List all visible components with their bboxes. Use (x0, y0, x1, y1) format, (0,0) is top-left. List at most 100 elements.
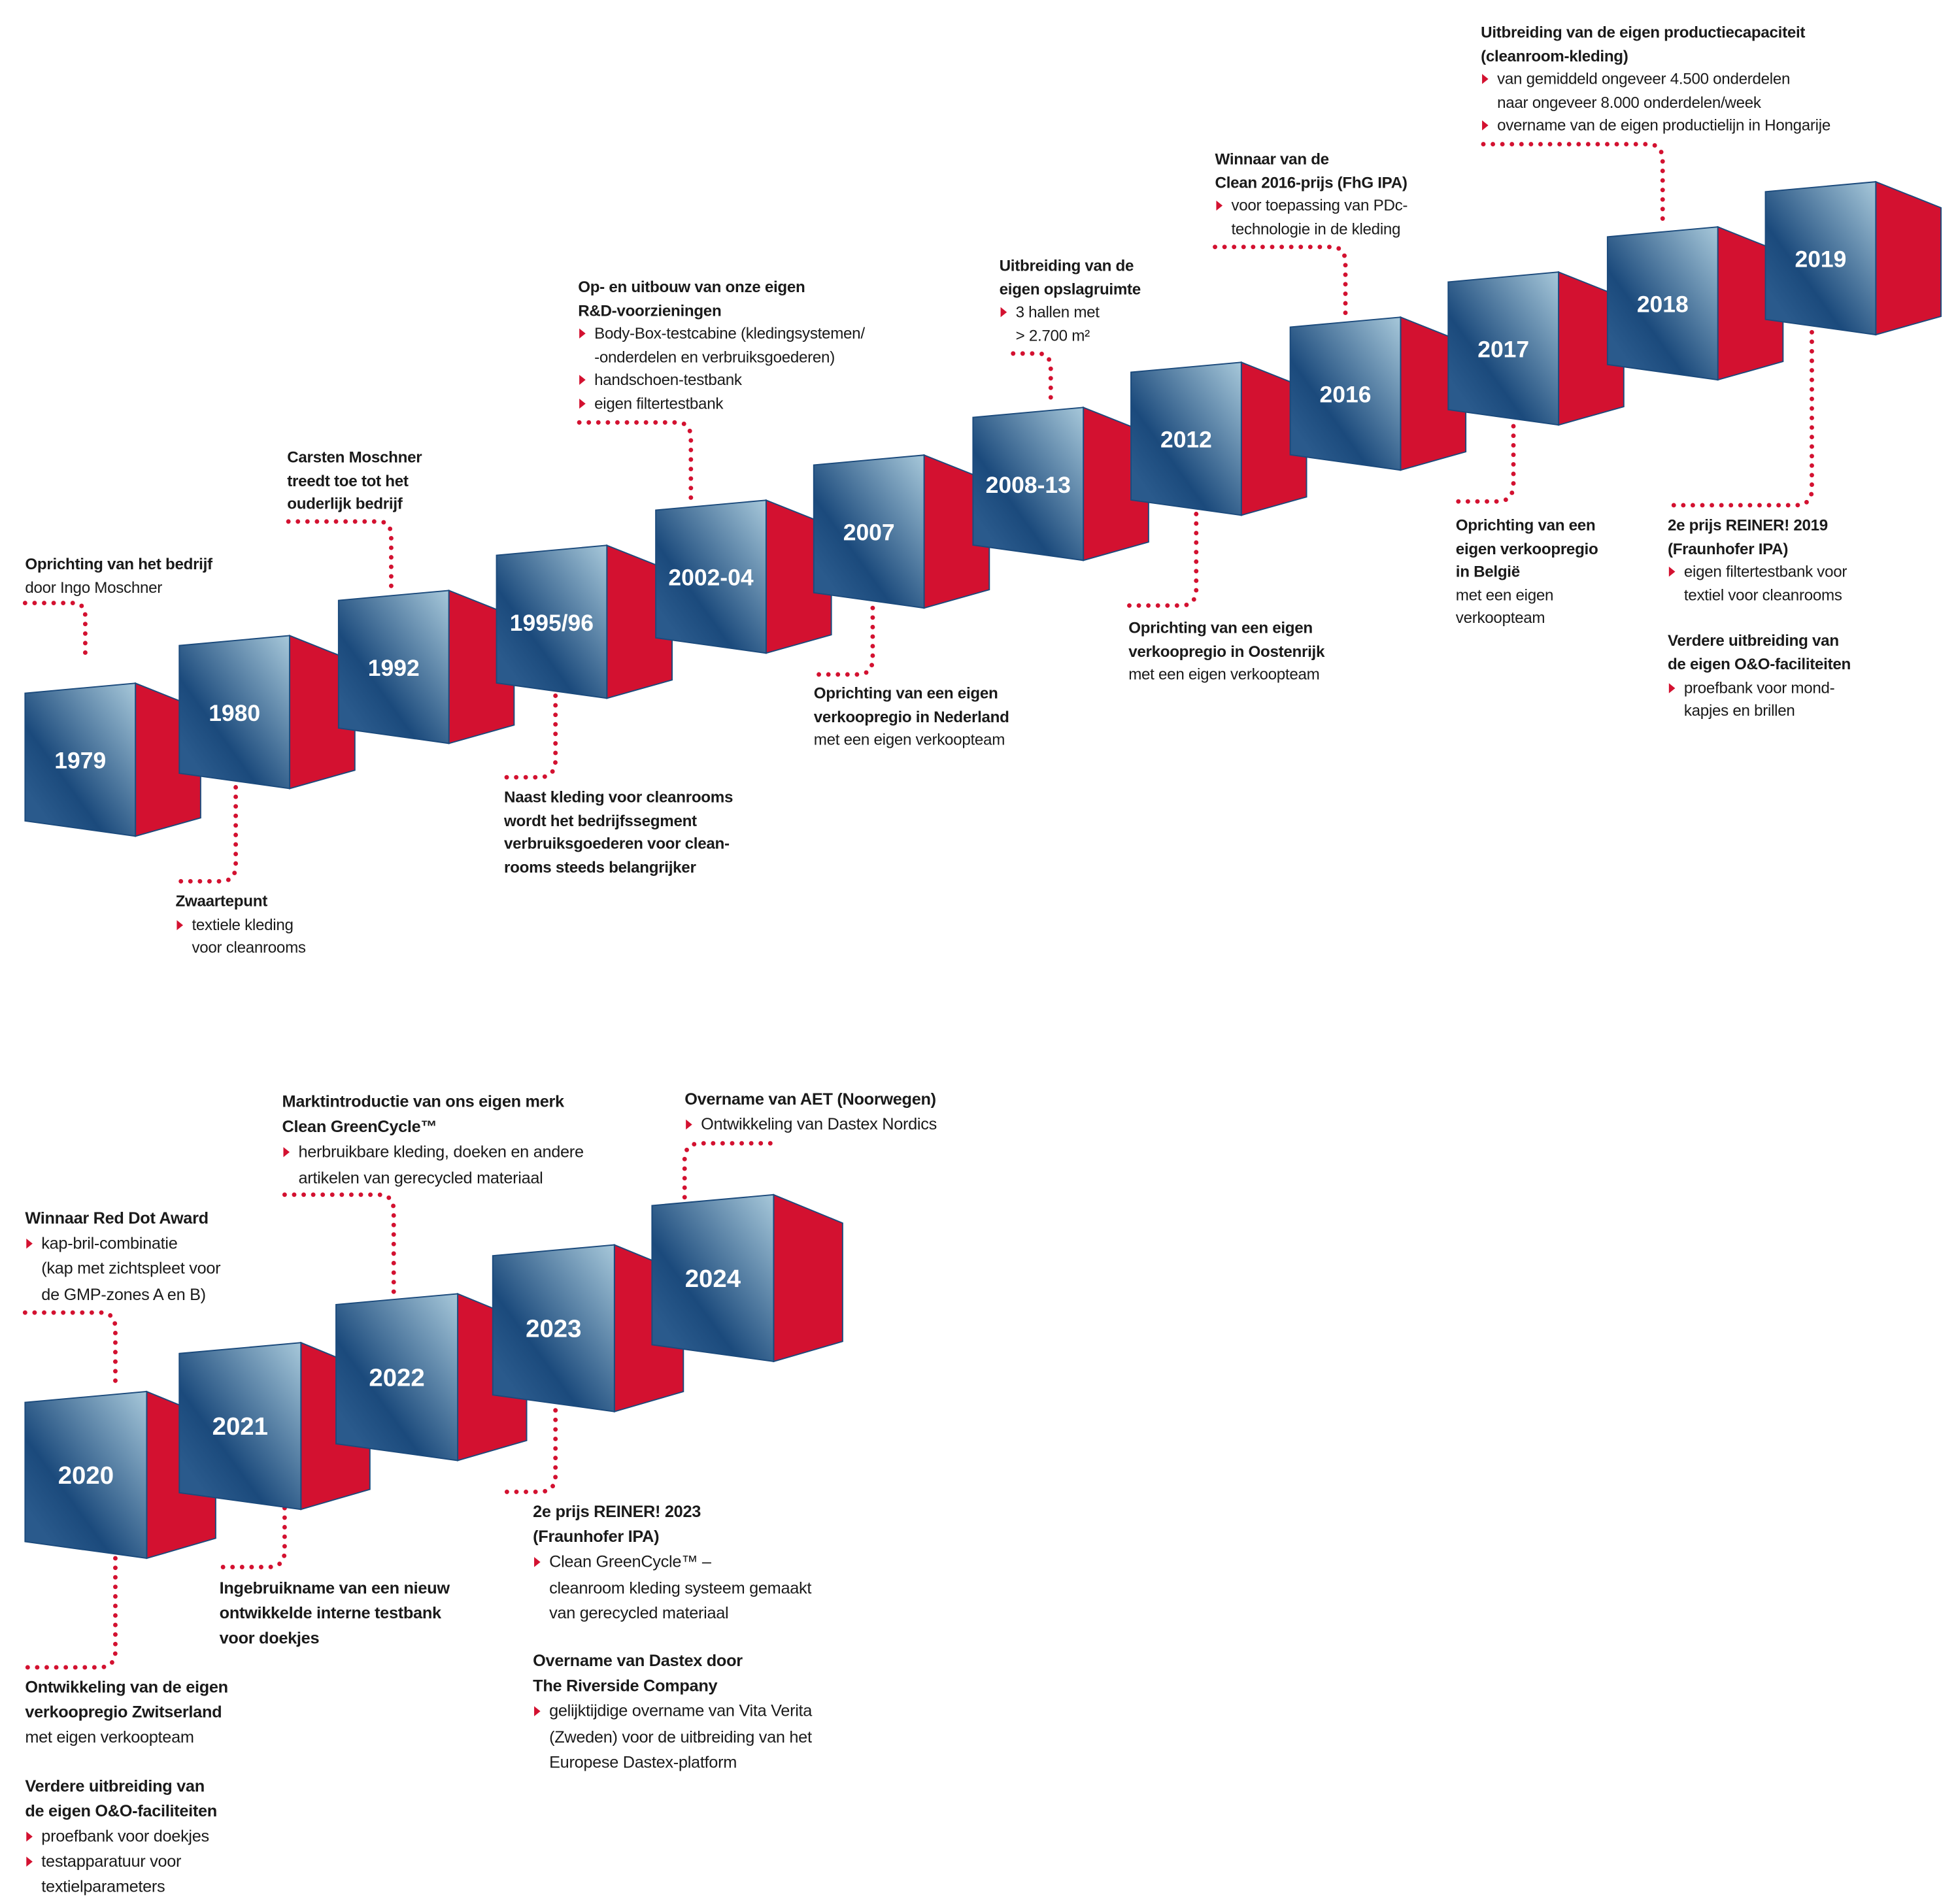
bullet-text-line: proefbank voor doekjes (41, 1826, 209, 1846)
event-block: Ingebruikname van een nieuw ontwikkelde i… (220, 1576, 450, 1652)
bullet-item: kap-bril-combinatie (kap met zichtspleet … (25, 1231, 221, 1307)
event-section: Verdere uitbreiding van de eigen O&O-faci… (25, 1773, 228, 1900)
dotted-connector (1213, 244, 1348, 316)
event-section: Oprichting van het bedrijf door Ingo Mosc… (25, 553, 212, 599)
bullet-item: herbruikbare kleding, doeken en andere ar… (282, 1140, 584, 1190)
event-block: Winnaar van de Clean 2016-prijs (FhG IPA)… (1215, 148, 1408, 241)
event-heading-line: Verdere uitbreiding van (1667, 632, 1839, 650)
bullet-triangle-icon (579, 398, 586, 409)
event-heading-line: Oprichting van een eigen (1128, 619, 1313, 637)
bullet-text-line: voor cleanrooms (192, 939, 306, 957)
event-heading-line: de eigen O&O-faciliteiten (1667, 656, 1851, 673)
bullet-item: voor toepassing van PDc-technologie in d… (1215, 195, 1408, 241)
bullet-text-line: (Zweden) voor de uitbreiding van het (549, 1727, 812, 1746)
event-heading-line: Clean 2016-prijs (FhG IPA) (1215, 173, 1408, 192)
bullet-text-line: kapjes en brillen (1683, 702, 1795, 720)
event-block: Uitbreiding van de eigen opslagruimte 3 ha… (1000, 254, 1141, 348)
event-heading-line: verbruiksgoederen voor clean- (504, 835, 730, 853)
dotted-connector (813, 605, 875, 677)
event-block: Oprichting van het bedrijf door Ingo Mosc… (25, 553, 212, 599)
year-cube: 2002-04 (655, 499, 832, 654)
event-section: Ingebruikname van een nieuw ontwikkelde i… (220, 1576, 450, 1652)
event-heading-line: (Fraunhofer IPA) (1667, 539, 1789, 558)
bullet-text-line: testapparatuur voor (41, 1852, 182, 1871)
event-block: Winnaar Red Dot Award kap-bril-combinatie… (25, 1206, 220, 1307)
event-heading-line: in België (1455, 563, 1520, 581)
bullet-text-line: voor toepassing van PDc- (1231, 197, 1408, 215)
cube-side (1875, 180, 1942, 336)
year-cube: 2019 (1764, 180, 1942, 336)
event-heading-line: Zwaartepunt (175, 892, 268, 910)
year-cubes: 1979 1980 1992 1995/96 2002-04 2007 2008-13 201… (24, 180, 1942, 1560)
bullet-text-line: van gerecycled materiaal (549, 1603, 729, 1622)
year-cube: 1995/96 (496, 544, 673, 699)
event-section: 2e prijs REINER! 2019 (Fraunhofer IPA) eig… (1668, 514, 1851, 607)
year-label: 2023 (526, 1315, 581, 1343)
bullet-item: eigen filtertestbank voor textiel voor cl… (1668, 561, 1851, 607)
event-text-line: met een eigen verkoopteam (1128, 665, 1320, 684)
cube-front (1447, 271, 1560, 426)
dotted-connector (503, 693, 558, 780)
event-heading-line: Winnaar Red Dot Award (25, 1208, 209, 1228)
cube-front (972, 407, 1085, 561)
dotted-connector (286, 519, 394, 592)
year-cube: 1992 (337, 589, 515, 744)
bullet-text-line: cleanroom kleding systeem gemaakt (549, 1578, 812, 1597)
dotted-connector (499, 1408, 558, 1494)
bullet-text-line: 3 hallen met (1015, 303, 1100, 322)
bullet-text-line: Clean GreenCycle™ – (549, 1552, 711, 1572)
bullet-triangle-icon (283, 1147, 290, 1158)
dotted-connector (682, 1141, 774, 1200)
bullet-item: Clean GreenCycle™ – cleanroom kleding sys… (533, 1550, 812, 1626)
bullet-item: van gemiddeld ongeveer 4.500 onderdelen n… (1481, 68, 1830, 114)
bullet-text-line: (kap met zichtspleet voor (41, 1259, 221, 1278)
event-block: 2e prijs REINER! 2023 (Fraunhofer IPA) Cle… (533, 1499, 812, 1775)
event-heading-line: Ontwikkeling van de eigen (25, 1677, 228, 1697)
bullet-triangle-icon (1216, 201, 1223, 211)
bullet-triangle-icon (1482, 74, 1489, 84)
year-label: 1992 (368, 655, 420, 681)
event-heading-line: Clean GreenCycle™ (282, 1117, 437, 1137)
cube-front (496, 544, 608, 699)
bullet-text-line: Europese Dastex-platform (549, 1752, 737, 1771)
event-heading-line: The Riverside Company (533, 1676, 718, 1695)
event-heading-line: ouderlijk bedrijf (287, 495, 403, 513)
bullet-text-line: technologie in de kleding (1231, 220, 1401, 239)
event-heading-line: wordt het bedrijfssegment (504, 812, 697, 829)
event-heading-line: Uitbreiding van de eigen productiecapaci… (1481, 24, 1806, 42)
event-heading-line: verkoopregio in Oostenrijk (1128, 643, 1325, 661)
event-text-line: verkoopteam (1455, 609, 1545, 627)
bullet-item: testapparatuur voor textielparameters (25, 1849, 228, 1899)
dotted-connector (282, 1192, 396, 1300)
event-heading-line: R&D-voorzieningen (578, 301, 722, 320)
event-heading-line: Ingebruikname van een nieuw (219, 1578, 450, 1597)
year-label: 2022 (369, 1363, 424, 1392)
bullet-item: overname van de eigen productielijn in H… (1481, 114, 1830, 138)
event-heading-line: Oprichting van een (1455, 516, 1596, 535)
year-label: 2002-04 (668, 565, 753, 591)
bullet-triangle-icon (1668, 567, 1676, 577)
bullet-text-line: proefbank voor mond- (1683, 678, 1835, 697)
dotted-connector (577, 420, 694, 504)
event-heading-line: Carsten Moschner (287, 448, 422, 467)
event-text-line: met een eigen (1455, 586, 1554, 605)
bullet-item: proefbank voor doekjes (25, 1824, 228, 1850)
bullet-text-line: de GMP-zones A en B) (41, 1284, 206, 1303)
bullet-text-line: -onderdelen en verbruiksgoederen) (594, 348, 835, 366)
event-section: Ontwikkeling van de eigen verkoopregio Zw… (25, 1675, 228, 1750)
year-label: 2008-13 (986, 472, 1071, 498)
year-label: 2007 (843, 520, 895, 546)
bullet-text-line: Ontwikkeling van Dastex Nordics (701, 1114, 937, 1134)
bullet-item: Ontwikkeling van Dastex Nordics (684, 1112, 937, 1138)
event-heading-line: Uitbreiding van de (999, 257, 1134, 275)
event-heading-line: rooms steeds belangrijker (504, 858, 696, 877)
bullet-text-line: herbruikbare kleding, doeken en andere (298, 1143, 584, 1161)
event-section: Naast kleding voor cleanrooms wordt het b… (504, 786, 733, 880)
bullet-item: gelijktijdige overname van Vita Verita (Z… (533, 1699, 812, 1775)
dotted-connector (1455, 424, 1516, 504)
event-section: Winnaar Red Dot Award kap-bril-combinatie… (25, 1206, 220, 1307)
bullet-text-line: textiele kleding (192, 916, 294, 934)
event-block: Ontwikkeling van de eigen verkoopregio Zw… (25, 1675, 228, 1900)
